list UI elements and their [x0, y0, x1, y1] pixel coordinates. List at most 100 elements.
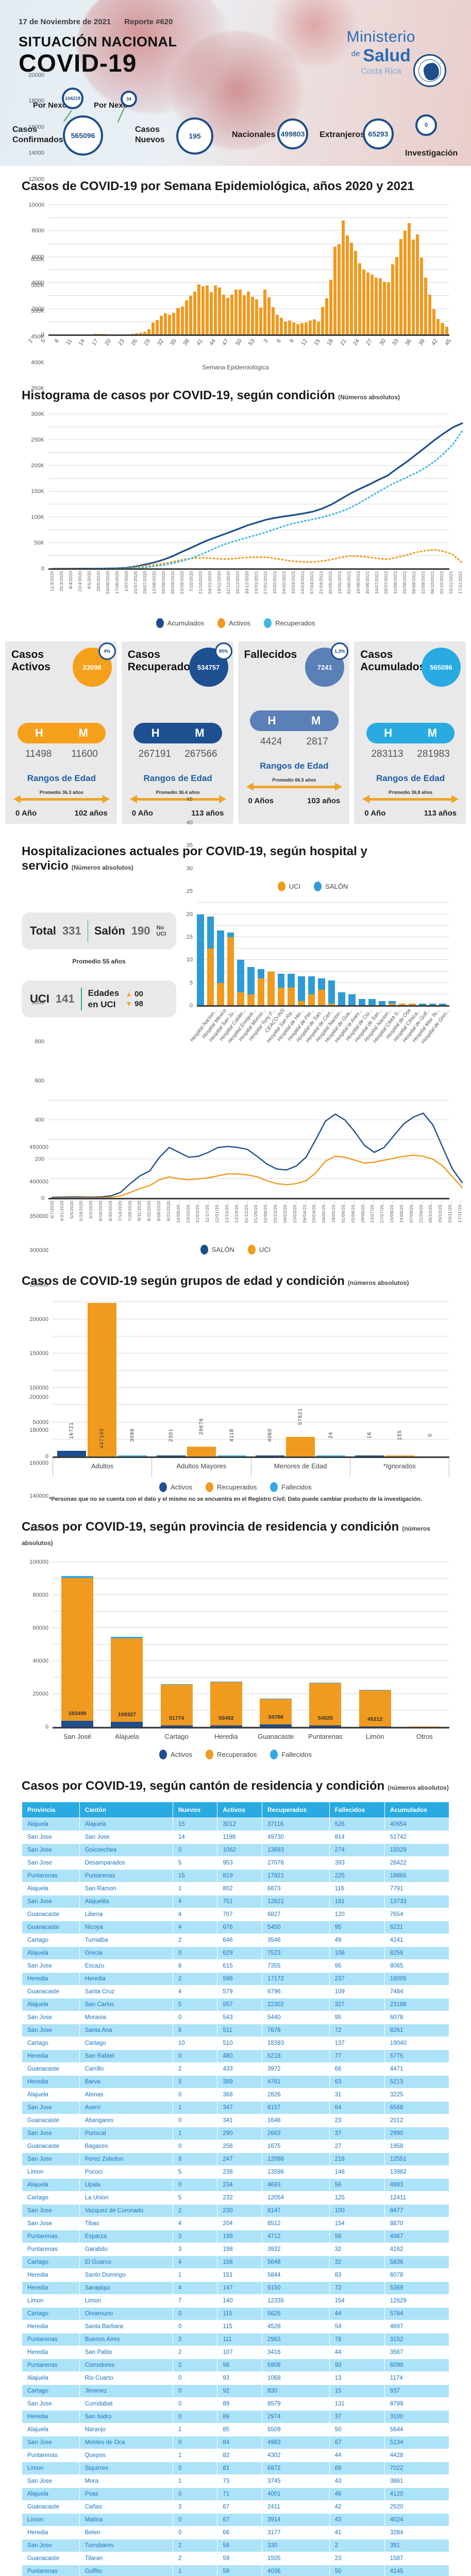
legend-label: Recuperados: [217, 1751, 257, 1759]
date-tick-label: 03/06/2020: [105, 571, 110, 595]
week-bar: [428, 294, 432, 335]
y-axis-tick-label: 0: [45, 1453, 48, 1460]
week-bar: [147, 329, 151, 335]
table-row: Guanacaste Liberia 4 707 6827 120 7654: [22, 1908, 450, 1922]
table-cell: 0: [172, 2178, 218, 2192]
table-cell: Guanacaste: [22, 1921, 80, 1935]
card-percent-badge: 95%: [214, 642, 232, 660]
week-tick-label: 17: [91, 338, 99, 347]
virus-image: [268, 0, 361, 67]
week-bar: [321, 307, 325, 335]
date-tick-label: 09/09/2020: [170, 571, 175, 595]
table-cell: 3: [172, 2230, 218, 2244]
salon-segment: [348, 994, 356, 1006]
uci-segment: [267, 971, 275, 1006]
y-axis-tick-label: 4000: [31, 280, 44, 286]
edad-chart: 0 50000 100000 150000 200000 250000 300000 3500…: [29, 1144, 449, 1460]
table-cell: Puntarenas: [79, 1869, 173, 1883]
province-total-label: 183490: [68, 1710, 87, 1717]
arrow-up-icon: ▲: [125, 989, 132, 998]
hospital-bar-11: [308, 976, 315, 1006]
hosp-summary: Total 331 Salón 190 No UCI Promedio 55 a…: [22, 876, 176, 1083]
date-tick-label: 12/15/20...: [224, 1200, 229, 1223]
table-cell: 42: [329, 2500, 385, 2514]
table-row: Puntarenas Golfito 1 59 4036 50 4145: [22, 2565, 450, 2576]
table-row: Heredia San Pablo 2 107 3416 44 3567: [22, 2346, 450, 2360]
province-label: Limón: [365, 1733, 384, 1741]
category-label: Adultos Mayores: [152, 1458, 251, 1478]
table-cell: Guanacaste: [22, 1985, 80, 1999]
hosp-x-labels: Hospital Nacion... Hospital México Hospita…: [189, 1006, 451, 1083]
table-cell: Carrillo: [79, 2062, 173, 2076]
histograma-legend: Acumulados Activos Recuperados: [22, 618, 449, 628]
table-cell: Corredores: [79, 2359, 173, 2372]
h-label: H: [35, 726, 43, 740]
table-cell: 0: [172, 2371, 218, 2385]
table-cell: Turrubares: [79, 2539, 173, 2553]
hospital-bar-20: [398, 1003, 406, 1006]
bar-value-label: 24: [328, 1432, 334, 1439]
date-tick-label: 04/11/2020: [207, 571, 212, 594]
date-tick-label: 15/06/20...: [350, 1200, 356, 1223]
table-cell: Santo Domingo: [79, 2268, 173, 2282]
hospital-bar-2: [217, 930, 224, 1006]
legend-item-fallecidos: Fallecidos: [270, 1750, 312, 1760]
table-cell: 5134: [384, 2436, 450, 2450]
date-tick-label: 09/03/20...: [282, 1200, 288, 1223]
bar-value-label: 3099: [129, 1428, 136, 1442]
table-cell: 100: [329, 2204, 385, 2218]
table-cell: Atenas: [79, 2088, 173, 2102]
table-cell: 147: [217, 2281, 262, 2295]
table-cell: Esparza: [79, 2230, 173, 2244]
table-cell: 3914: [262, 2513, 330, 2527]
week-bar: [288, 320, 291, 335]
table-cell: Guanacaste: [22, 1908, 80, 1922]
table-cell: San Jose: [22, 2204, 80, 2218]
week-tick-label: 44: [208, 338, 217, 347]
table-cell: 59: [217, 2539, 262, 2553]
table-row: San Jose Montes de Oca 0 84 4983 67 5134: [22, 2436, 450, 2450]
age-bar-recuperados: [286, 1436, 315, 1457]
edad-categories: Adultos Adultos Mayores Menores de Edad *Ig…: [53, 1456, 449, 1478]
legend-dot-icon: [270, 1750, 278, 1760]
y-axis-tick-label: 600: [35, 1078, 44, 1084]
table-row: San Jose Mora 1 73 3745 43 3861: [22, 2475, 450, 2488]
table-cell: 0: [172, 2088, 218, 2102]
week-bar: [432, 309, 436, 335]
table-cell: 2974: [262, 2410, 330, 2424]
y-axis-tick-label: 140000: [29, 1493, 48, 1500]
table-cell: 7: [172, 2294, 218, 2308]
table-row: Limon Pococi 5 238 13596 148 13982: [22, 2165, 450, 2179]
date-tick-label: 21/10/2020: [198, 571, 203, 595]
column-header: Nuevos: [172, 1802, 218, 1819]
table-cell: 4761: [262, 2075, 330, 2089]
recuperados-segment: [210, 1682, 242, 1725]
table-cell: 64: [329, 2101, 385, 2115]
table-cell: 216: [329, 2153, 385, 2166]
table-cell: San Carlos: [79, 1998, 173, 2012]
table-cell: 2963: [262, 2333, 330, 2347]
week-bar: [395, 257, 399, 335]
legend-dot-icon: [200, 1245, 208, 1255]
table-cell: 12054: [262, 2191, 330, 2205]
date-tick-label: 03/11/2021: [448, 571, 453, 594]
column-header: Cantón: [79, 1802, 173, 1819]
table-cell: 4983: [384, 2178, 450, 2192]
hosp-ts-x-labels: 4/7/2020 4/21/2020 5/5/2020 5/19/2020 6/2/20…: [48, 1198, 462, 1240]
ministry-logo-country: Costa Rica: [361, 67, 401, 76]
table-cell: San Ramon: [79, 1882, 173, 1896]
table-cell: 10: [172, 2037, 218, 2050]
legend-item-activos: Activos: [159, 1482, 192, 1493]
table-cell: 15: [329, 2384, 385, 2398]
table-cell: 2: [172, 2359, 218, 2372]
card-promedio: Promedio 36.4 años: [156, 790, 200, 795]
date-tick-label: 23/09/2020: [179, 571, 184, 595]
table-cell: 830: [262, 2384, 330, 2398]
stacked-bar: 183490: [61, 1575, 94, 1727]
y-axis-tick-label: 200K: [31, 463, 44, 469]
date-tick-label: 30/06/2021: [365, 571, 370, 595]
table-cell: 5775: [384, 2049, 450, 2063]
table-cell: 28422: [384, 1856, 450, 1870]
hospital-bar-1: [207, 916, 214, 1006]
date-tick-label: 24/08/20...: [399, 1200, 404, 1223]
